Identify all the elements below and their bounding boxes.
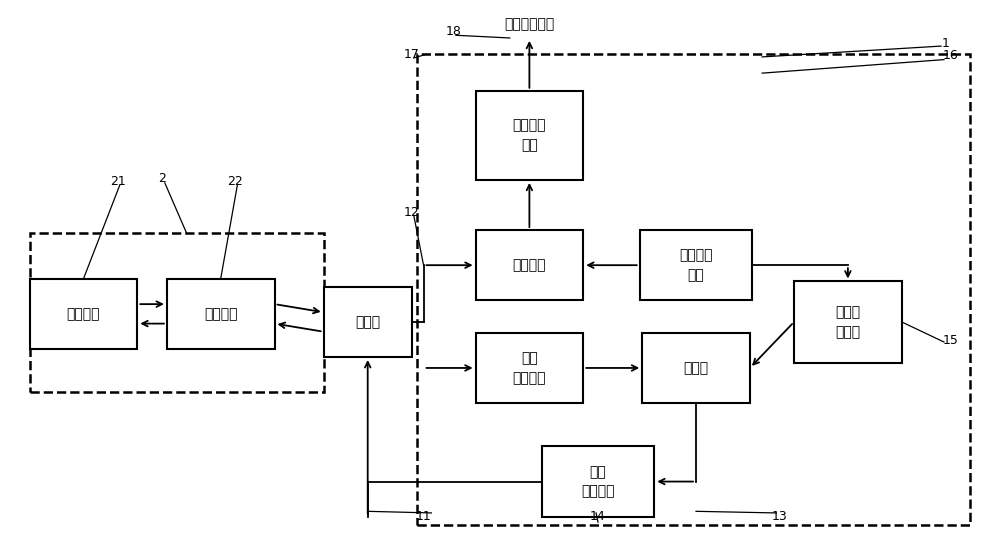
Text: 21: 21	[110, 175, 126, 188]
Bar	[417, 54, 970, 525]
Text: 16: 16	[943, 49, 959, 62]
Bar	[642, 333, 750, 403]
Text: 17: 17	[404, 47, 420, 61]
Text: 13: 13	[771, 510, 787, 523]
Text: 1: 1	[942, 37, 950, 50]
Bar	[640, 230, 752, 300]
Text: 14: 14	[590, 510, 606, 523]
Text: 第一
耦合电路: 第一 耦合电路	[513, 351, 546, 385]
Text: 室外单元: 室外单元	[204, 307, 237, 321]
Text: 11: 11	[416, 510, 431, 523]
Bar	[167, 279, 275, 349]
Bar	[324, 287, 412, 357]
Text: 信号检波
单元: 信号检波 单元	[513, 119, 546, 152]
Text: 环行器: 环行器	[355, 315, 380, 329]
Text: 电源模块
单元: 电源模块 单元	[679, 248, 713, 282]
Text: 第二
耦合电路: 第二 耦合电路	[581, 465, 615, 498]
Text: 22: 22	[228, 175, 243, 188]
Bar	[794, 282, 902, 363]
Text: 15: 15	[943, 335, 959, 347]
Bar	[476, 91, 583, 180]
Bar	[542, 447, 654, 517]
Text: 运放单元: 运放单元	[513, 258, 546, 272]
Text: 室内单元: 室内单元	[67, 307, 100, 321]
Text: 2: 2	[158, 172, 166, 185]
Text: 18: 18	[446, 25, 462, 38]
Text: 混频器: 混频器	[683, 361, 709, 375]
Bar	[30, 233, 324, 392]
Text: 12: 12	[404, 206, 420, 219]
Text: 信号检测指示: 信号检测指示	[504, 18, 555, 31]
Bar	[476, 230, 583, 300]
Bar	[476, 333, 583, 403]
Text: 时钟生
成单元: 时钟生 成单元	[835, 305, 860, 339]
Bar	[30, 279, 137, 349]
